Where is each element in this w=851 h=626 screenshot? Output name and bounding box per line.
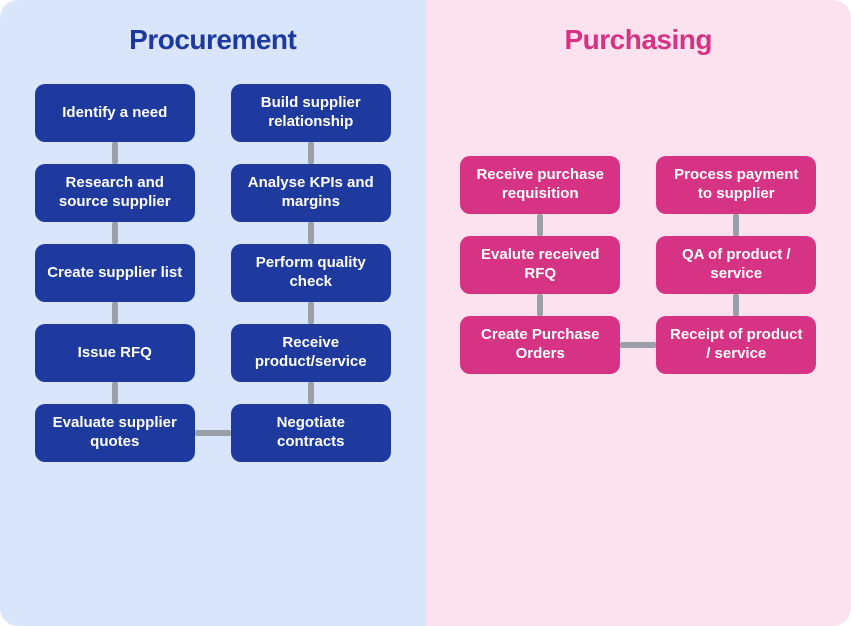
procurement-col-1: Identify a need Research and source suppl…: [35, 84, 195, 462]
procurement-panel: Procurement Identify a need Research and …: [0, 0, 426, 626]
flow-connector-vertical: [308, 222, 314, 244]
purchasing-col-2: Process payment to supplier QA of product…: [656, 156, 816, 374]
purchasing-columns: Receive purchase requisition Evalute rece…: [446, 84, 832, 374]
flow-connector-vertical: [112, 142, 118, 164]
flow-node: Identify a need: [35, 84, 195, 142]
flow-connector-vertical: [733, 294, 739, 316]
flow-node: Build supplier relationship: [231, 84, 391, 142]
flow-connector-vertical: [112, 222, 118, 244]
flow-connector-vertical: [112, 302, 118, 324]
flow-node: Issue RFQ: [35, 324, 195, 382]
procurement-columns: Identify a need Research and source suppl…: [20, 84, 406, 462]
flow-node: Evaluate supplier quotes: [35, 404, 195, 462]
flow-connector-vertical: [733, 214, 739, 236]
flow-connector-vertical: [112, 382, 118, 404]
flow-connector-vertical: [308, 302, 314, 324]
flow-node: Evalute received RFQ: [460, 236, 620, 294]
flow-node: Process payment to supplier: [656, 156, 816, 214]
flow-connector-vertical: [308, 382, 314, 404]
purchasing-h-connector: [620, 342, 656, 348]
purchasing-title: Purchasing: [446, 24, 832, 56]
flow-node: Analyse KPIs and margins: [231, 164, 391, 222]
flow-node: Perform quality check: [231, 244, 391, 302]
flow-node: Receive purchase requisition: [460, 156, 620, 214]
purchasing-col-1: Receive purchase requisition Evalute rece…: [460, 156, 620, 374]
flow-connector-vertical: [537, 294, 543, 316]
flow-connector-vertical: [537, 214, 543, 236]
flow-node: QA of product / service: [656, 236, 816, 294]
procurement-title: Procurement: [20, 24, 406, 56]
flow-node: Research and source supplier: [35, 164, 195, 222]
flow-connector-vertical: [308, 142, 314, 164]
flow-node: Negotiate contracts: [231, 404, 391, 462]
flow-node: Create Purchase Orders: [460, 316, 620, 374]
procurement-h-connector: [195, 430, 231, 436]
flow-node: Receive product/service: [231, 324, 391, 382]
flow-node: Create supplier list: [35, 244, 195, 302]
procurement-col-2: Build supplier relationship Analyse KPIs …: [231, 84, 391, 462]
flow-node: Receipt of product / service: [656, 316, 816, 374]
purchasing-panel: Purchasing Receive purchase requisition E…: [426, 0, 851, 626]
